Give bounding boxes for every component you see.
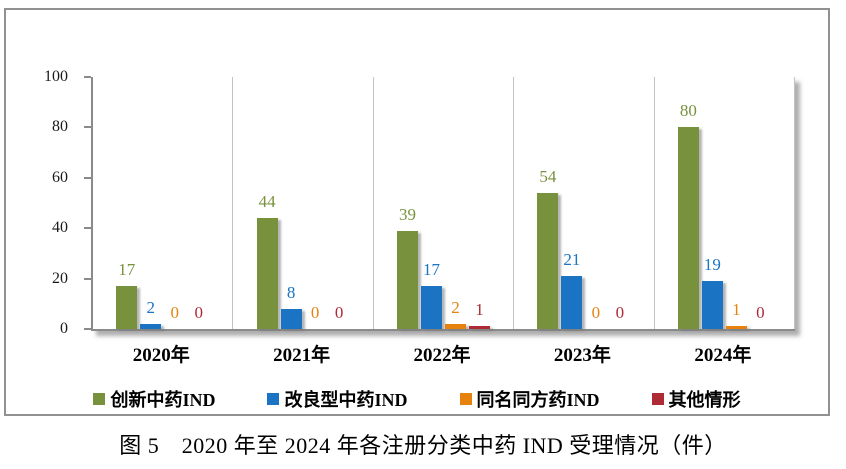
bar-value-label: 39	[399, 204, 417, 224]
bar-value-label: 0	[194, 303, 203, 322]
category-label-2020年: 2020年	[132, 345, 190, 366]
category-cell-2024年: 80 19 1 0	[655, 77, 796, 329]
figure-caption: 图 5 2020 年至 2024 年各注册分类中药 IND 受理情况（件）	[119, 433, 727, 458]
legend-swatch-icon	[651, 393, 664, 405]
bar-2022年-series1	[397, 230, 419, 329]
category-cell-2022年: 39 17 2 1	[374, 77, 515, 329]
bar-2020年-series1	[116, 286, 138, 329]
bar-2024年-series3	[725, 326, 747, 329]
legend-item-1: 创新中药IND	[93, 386, 215, 412]
bar-value-label: 0	[334, 303, 344, 322]
bar-slot: 0	[609, 77, 630, 329]
bar-value-label: 54	[539, 166, 557, 186]
bar-slot: 17	[421, 77, 443, 329]
bar-2021年-series1	[256, 218, 278, 329]
x-axis-category-labels: 2020年 2021年 2022年 2023年 2024年	[91, 340, 793, 367]
bar-slot: 39	[397, 77, 419, 329]
category-cell-2021年: 44 8 0 0	[233, 77, 374, 329]
bar-value-label: 0	[591, 303, 601, 322]
bar-slot: 0	[585, 77, 606, 329]
bar-slot: 0	[305, 77, 326, 329]
bar-slot: 2	[140, 77, 162, 329]
y-tick-label-80: 80	[52, 118, 68, 136]
category-label-2024年: 2024年	[694, 345, 752, 366]
y-tick-label-60: 60	[52, 168, 68, 186]
category-label-2023年: 2023年	[553, 345, 611, 366]
bar-slot: 0	[164, 77, 185, 329]
bar-value-label: 0	[756, 303, 765, 322]
bar-slot: 1	[469, 77, 491, 329]
bar-value-label: 0	[615, 303, 625, 322]
legend-item-4: 其他情形	[651, 386, 741, 412]
legend-swatch-icon	[459, 393, 472, 405]
bar-slot: 80	[677, 77, 699, 329]
bar-slot: 21	[561, 77, 583, 329]
bar-2021年-series2	[280, 308, 302, 329]
chart-frame: 0 20 40 60 80 100 17 2 0 0 44 8 0 0 39 17 2 1 54 21 0 0 80 19 1…	[4, 8, 830, 416]
bar-slot: 0	[188, 77, 209, 329]
bar-slot: 44	[256, 77, 278, 329]
bar-value-label: 1	[475, 300, 484, 320]
y-tick-mark-0	[84, 328, 91, 330]
bar-value-label: 0	[170, 303, 179, 322]
bar-slot: 2	[445, 77, 467, 329]
bar-2024年-series2	[701, 281, 723, 329]
bar-2024年-series1	[677, 127, 699, 329]
category-cell-2023年: 54 21 0 0	[514, 77, 655, 329]
bar-value-label: 19	[703, 255, 721, 275]
bar-value-label: 21	[563, 250, 581, 270]
legend-label: 创新中药IND	[110, 390, 216, 410]
bar-2022年-series3	[445, 323, 467, 329]
legend: 创新中药IND 改良型中药IND 同名同方药IND 其他情形	[6, 386, 828, 412]
bar-value-label: 8	[286, 282, 296, 302]
bar-slot: 0	[750, 77, 771, 329]
y-tick-mark-40	[84, 227, 91, 230]
y-axis: 0 20 40 60 80 100	[6, 69, 82, 337]
bar-value-label: 17	[118, 260, 136, 280]
bar-slot: 17	[116, 77, 138, 329]
plot-area: 17 2 0 0 44 8 0 0 39 17 2 1 54 21 0 0 80 19 1 0	[91, 77, 796, 331]
category-cell-2020年: 17 2 0 0	[93, 77, 234, 329]
bar-slot: 8	[280, 77, 302, 329]
legend-label: 改良型中药IND	[284, 390, 408, 410]
y-tick-mark-20	[84, 277, 91, 280]
legend-label: 其他情形	[668, 390, 741, 410]
bar-slot: 54	[537, 77, 559, 329]
legend-swatch-icon	[93, 393, 106, 405]
y-tick-label-40: 40	[52, 219, 68, 237]
bar-2020年-series2	[140, 323, 162, 329]
bar-slot: 0	[329, 77, 350, 329]
bar-value-label: 0	[310, 303, 320, 322]
bar-2023年-series2	[561, 276, 583, 329]
bar-value-label: 2	[146, 297, 155, 317]
y-tick-label-0: 0	[60, 320, 68, 337]
y-tick-mark-100	[84, 76, 91, 78]
category-label-2021年: 2021年	[273, 345, 331, 366]
y-tick-label-20: 20	[52, 269, 68, 287]
bar-value-label: 80	[679, 101, 697, 121]
y-tick-mark-80	[84, 126, 91, 129]
legend-item-3: 同名同方药IND	[459, 386, 600, 412]
legend-item-2: 改良型中药IND	[267, 386, 408, 412]
y-tick-label-100: 100	[44, 68, 68, 85]
category-label-2022年: 2022年	[413, 345, 471, 366]
bar-2022年-series4	[469, 326, 491, 329]
bar-slot: 19	[701, 77, 723, 329]
bar-2022年-series2	[421, 286, 443, 329]
legend-label: 同名同方药IND	[476, 390, 600, 410]
legend-swatch-icon	[267, 393, 280, 405]
bar-slot: 1	[725, 77, 747, 329]
bar-value-label: 44	[258, 192, 276, 212]
bar-value-label: 17	[423, 260, 441, 280]
bar-value-label: 1	[732, 300, 741, 320]
y-tick-mark-60	[84, 176, 91, 179]
bar-2023年-series1	[537, 192, 559, 329]
bar-value-label: 2	[451, 297, 460, 317]
